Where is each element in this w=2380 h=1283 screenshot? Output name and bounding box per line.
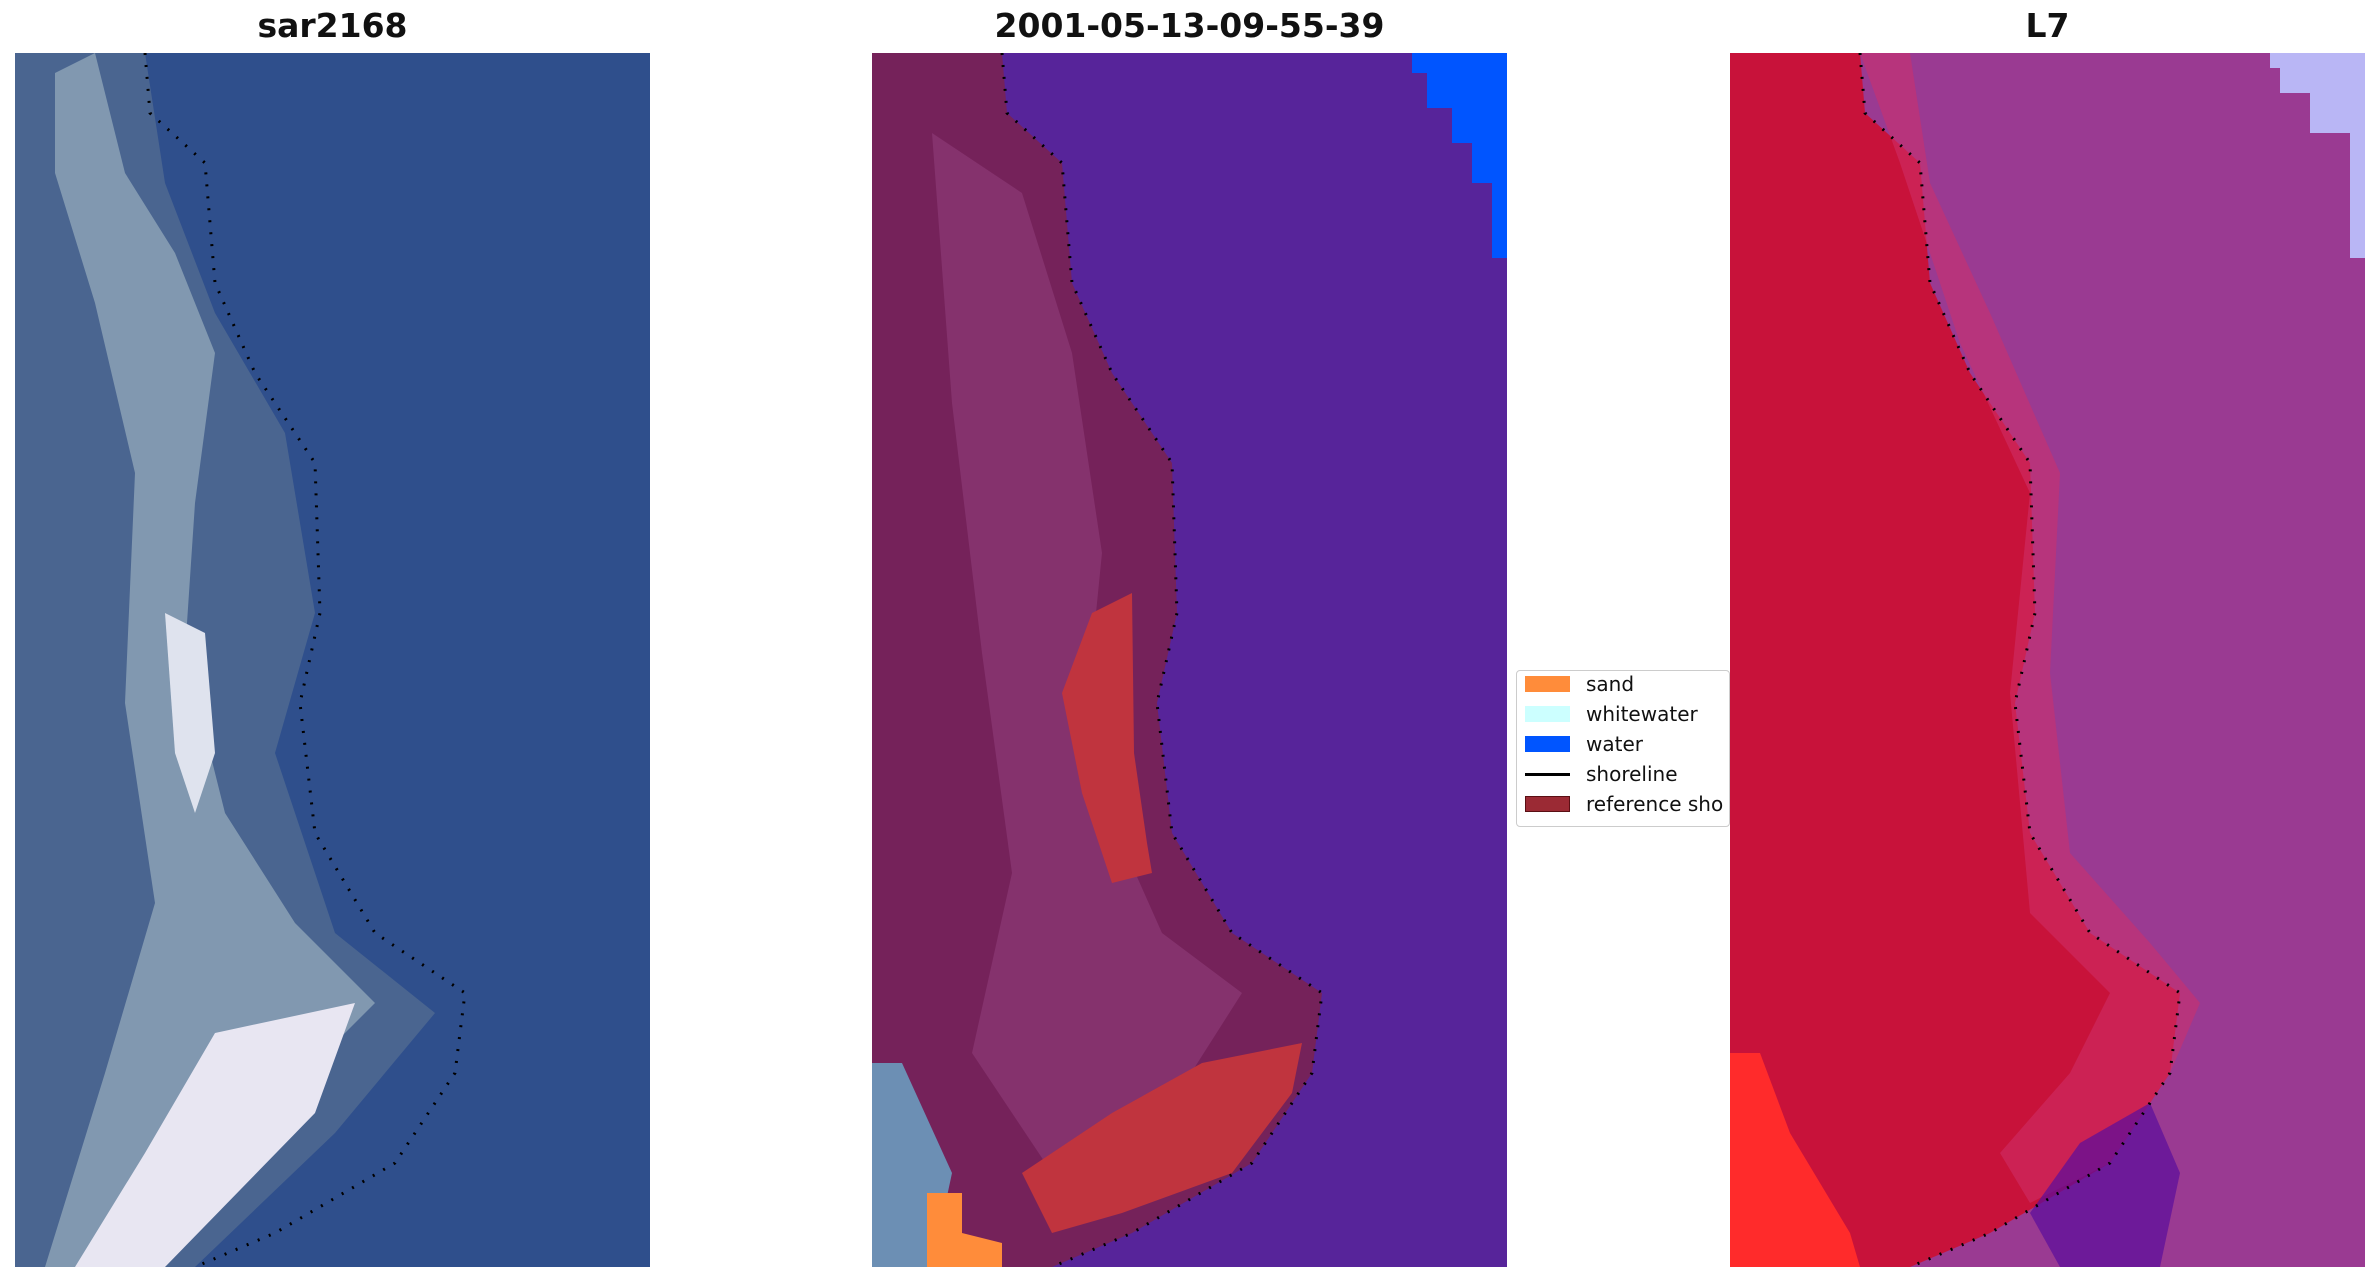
index-image (1730, 53, 2365, 1267)
classification-panel (872, 53, 1507, 1267)
panel-title-index: L7 (2025, 6, 2070, 45)
shoreline-line-icon (1525, 772, 1570, 776)
water-swatch (1525, 736, 1570, 752)
legend-label-whitewater: whitewater (1586, 702, 1698, 726)
index-panel (1730, 53, 2365, 1267)
whitewater-swatch (1525, 706, 1570, 722)
classification-image (872, 53, 1507, 1267)
rgb-image (15, 53, 650, 1267)
panel-title-rgb: sar2168 (257, 6, 408, 45)
reference-shoreline-swatch (1525, 796, 1570, 812)
panel-title-classification: 2001-05-13-09-55-39 (994, 6, 1385, 45)
legend-label-sand: sand (1586, 672, 1635, 696)
legend: sand whitewater water shoreline referenc… (1516, 670, 1730, 827)
legend-item-shoreline: shoreline (1525, 762, 1678, 786)
legend-item-whitewater: whitewater (1525, 702, 1698, 726)
sand-swatch (1525, 676, 1570, 692)
legend-label-reference-shoreline: reference sho (1586, 792, 1724, 816)
legend-item-sand: sand (1525, 672, 1635, 696)
legend-label-water: water (1586, 732, 1643, 756)
rgb-image-panel (15, 53, 650, 1267)
legend-item-water: water (1525, 732, 1643, 756)
legend-label-shoreline: shoreline (1586, 762, 1678, 786)
legend-item-reference-shoreline: reference sho (1525, 792, 1724, 816)
